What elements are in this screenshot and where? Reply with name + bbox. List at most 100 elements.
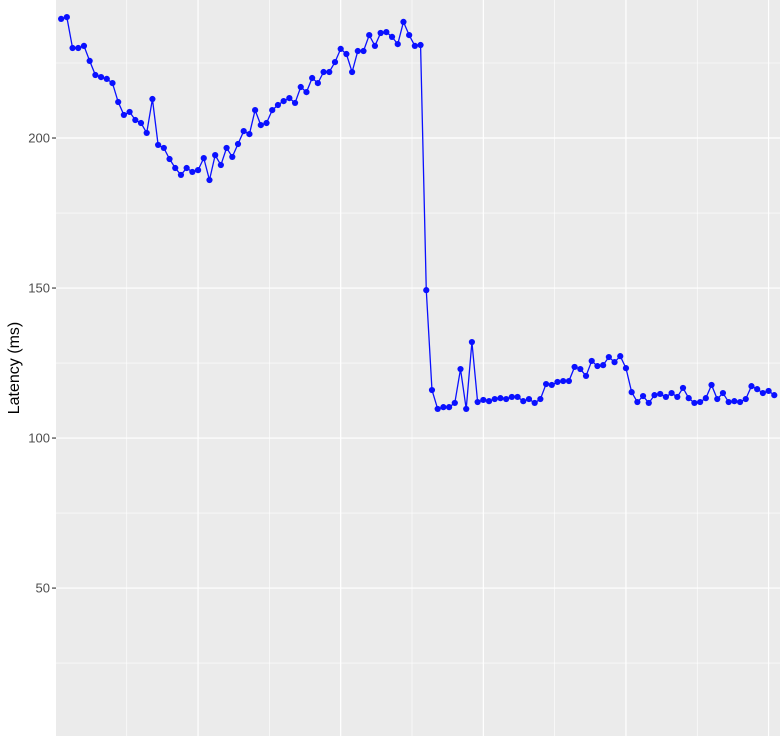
data-point (651, 392, 658, 399)
data-point (742, 395, 749, 403)
data-point (463, 405, 470, 413)
data-point (679, 384, 687, 392)
data-point (514, 393, 521, 401)
data-point (531, 399, 538, 407)
data-point (331, 59, 339, 66)
data-point (600, 362, 607, 369)
data-point (172, 164, 179, 172)
data-point (491, 395, 498, 403)
data-point (588, 357, 595, 365)
y-axis-title: Latency (ms) (6, 322, 23, 414)
y-axis: 50 100 150 200 (28, 131, 56, 596)
data-point (132, 116, 139, 124)
data-point (189, 168, 196, 176)
data-point (360, 47, 367, 55)
data-point (754, 386, 761, 393)
data-point (269, 107, 276, 114)
data-point (80, 42, 88, 50)
data-point (611, 359, 618, 366)
data-point (183, 164, 190, 172)
data-point (103, 75, 110, 83)
data-point (622, 365, 630, 372)
data-point (554, 378, 561, 386)
y-tick-label: 200 (28, 131, 50, 146)
data-point (662, 393, 669, 401)
data-point (639, 392, 647, 400)
data-point (645, 399, 652, 407)
data-point (115, 98, 122, 106)
data-point (343, 50, 350, 58)
y-tick-label: 50 (36, 581, 50, 596)
data-point (194, 167, 202, 174)
data-point (508, 393, 515, 401)
data-point (206, 176, 213, 184)
data-point (445, 404, 453, 411)
data-point (428, 386, 436, 394)
data-point (383, 29, 390, 36)
data-point (440, 404, 447, 411)
data-point (468, 338, 476, 346)
data-point (252, 107, 259, 114)
data-point (314, 80, 321, 87)
data-point (582, 372, 590, 380)
latency-series (58, 14, 778, 413)
data-point (177, 171, 185, 179)
data-point (58, 15, 65, 23)
data-point (155, 141, 162, 149)
data-point (320, 68, 327, 76)
data-point (451, 399, 458, 407)
data-point (240, 128, 247, 135)
data-point (685, 395, 692, 402)
data-point (480, 396, 487, 404)
data-point (617, 353, 624, 360)
data-point (485, 398, 493, 405)
data-point (771, 392, 778, 399)
data-point (143, 129, 150, 137)
data-point (166, 155, 173, 163)
data-point (571, 363, 578, 371)
data-point (605, 353, 612, 361)
data-point (263, 119, 270, 127)
data-point (765, 387, 772, 395)
data-point (748, 383, 755, 390)
data-point (246, 131, 253, 138)
data-point (394, 41, 401, 48)
data-point (691, 399, 698, 407)
data-point (697, 398, 704, 406)
data-point (560, 377, 567, 385)
data-point (200, 155, 207, 162)
data-point (736, 398, 744, 406)
data-point (388, 33, 396, 41)
data-point (702, 395, 709, 402)
data-point (520, 398, 527, 405)
data-point (731, 398, 738, 405)
y-tick-label: 150 (28, 281, 50, 296)
data-point (525, 395, 533, 403)
data-point (674, 393, 681, 401)
data-point (354, 47, 361, 55)
data-point (668, 389, 675, 397)
data-point (326, 68, 333, 76)
data-point (657, 390, 664, 398)
y-tick-label: 100 (28, 431, 50, 446)
data-point (120, 111, 127, 119)
data-point (160, 144, 167, 152)
data-point (69, 44, 76, 52)
data-point (457, 365, 464, 373)
data-point (86, 57, 93, 65)
data-point (274, 101, 282, 109)
data-point (708, 381, 715, 389)
data-point (565, 377, 573, 385)
data-point (223, 144, 230, 152)
data-point (577, 365, 584, 373)
data-point (542, 380, 550, 388)
data-point (719, 389, 727, 397)
data-point (503, 395, 510, 403)
data-point (97, 74, 105, 81)
data-point (725, 398, 732, 406)
data-point (400, 18, 407, 26)
data-point (137, 119, 145, 127)
data-point (309, 74, 316, 82)
data-point (714, 395, 721, 403)
data-point (417, 41, 424, 49)
